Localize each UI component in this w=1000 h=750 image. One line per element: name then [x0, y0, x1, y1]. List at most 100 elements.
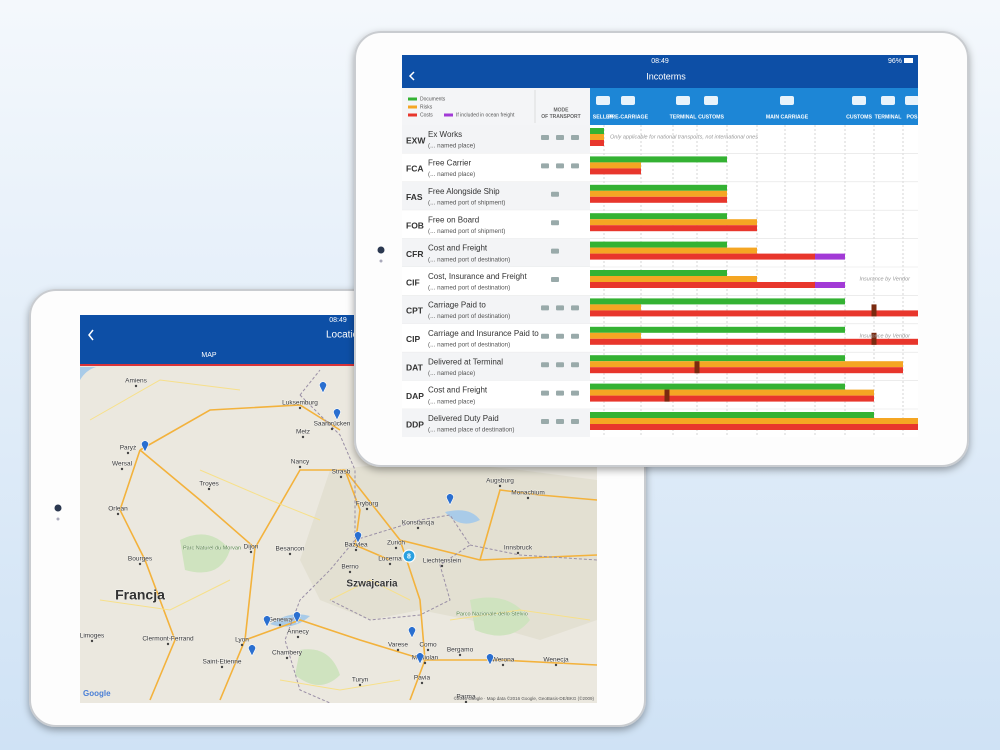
cluster-badge[interactable] [402, 549, 416, 563]
city-dot [90, 639, 94, 643]
stage-label: CUSTOMS [846, 114, 872, 120]
place-label: Parc Naturel du Morvan [183, 545, 241, 551]
sensor [379, 259, 383, 263]
incoterm-code: DDP [406, 419, 424, 429]
stage-icon [852, 96, 866, 105]
city-dot [285, 656, 289, 660]
documents-bar [590, 241, 727, 248]
risks-bar [590, 389, 874, 396]
location-pin[interactable] [319, 381, 327, 394]
transport-icon [556, 305, 564, 311]
incoterm-name: Cost and Freight [428, 244, 488, 253]
place-label: Pavia [414, 675, 431, 682]
city-dot [426, 648, 430, 652]
documents-bar [590, 184, 727, 191]
risks-bar [590, 276, 757, 282]
city-dot [358, 683, 362, 687]
city-dot [554, 663, 558, 667]
transport-icon [556, 333, 564, 339]
location-pin[interactable] [486, 653, 494, 666]
city-dot [296, 635, 300, 639]
alps [300, 460, 597, 640]
stage-label: TERMINAL [670, 114, 698, 120]
incoterms-screen: 08:49 96% Incoterms Documents Risks Costs I… [402, 55, 918, 437]
city-dot [220, 665, 224, 669]
minor-roads [89, 379, 591, 691]
incoterm-place: (... named place) [428, 370, 475, 377]
ocean-freight-bar [815, 253, 845, 260]
costs-bar [590, 168, 641, 175]
map-tab[interactable]: MAP [201, 352, 217, 359]
transport-icon [571, 362, 579, 368]
city-dot [126, 451, 130, 455]
city-dot [396, 648, 400, 652]
incoterm-code: FCA [406, 164, 423, 174]
map-tablet: 08:49 Location MAP Amiens Luksemburg Saarb… [29, 289, 646, 727]
transfer-marker [664, 389, 670, 402]
incoterm-name: Free on Board [428, 215, 479, 224]
place-label: Bergamo [447, 647, 474, 654]
stage-label: POS [907, 114, 918, 120]
stage-icon [905, 96, 918, 105]
incoterm-name: Carriage and Insurance Paid to [428, 329, 539, 338]
place-label: Chambery [272, 650, 303, 657]
documents-bar [590, 412, 874, 418]
battery: 96% [888, 58, 902, 65]
stage-icon [621, 96, 635, 105]
back-button[interactable] [88, 329, 94, 341]
risks-bar [590, 418, 918, 424]
city-dot [240, 643, 244, 647]
risks-bar [590, 361, 903, 368]
screen-title: Incoterms [646, 71, 686, 81]
transport-icon [571, 390, 579, 396]
location-pin[interactable] [333, 408, 341, 421]
transport-icon [556, 163, 564, 169]
back-button[interactable] [408, 71, 415, 81]
borders [284, 369, 597, 703]
city-dot [298, 465, 302, 469]
place-label: Lucerna [378, 556, 402, 563]
place-label: Saarbrücken [314, 421, 351, 428]
place-label: Metz [296, 429, 310, 436]
city-dot [330, 427, 334, 431]
place-label: Augsburg [486, 478, 514, 485]
transport-icon [551, 220, 559, 226]
place-label: Annecy [287, 629, 309, 636]
stage-label: TERMINAL [875, 114, 903, 120]
location-pin[interactable] [141, 440, 149, 453]
incoterm-code: CIP [406, 334, 421, 344]
city-dot [440, 564, 444, 568]
incoterm-code: CFR [406, 249, 423, 259]
place-label: Innsbruck [504, 545, 533, 552]
location-pin[interactable] [263, 615, 271, 628]
incoterm-code: CPT [406, 306, 424, 316]
location-pin[interactable] [354, 531, 362, 544]
transport-icon [571, 135, 579, 140]
legend-swatch [444, 113, 453, 117]
incoterm-code: FAS [406, 192, 423, 202]
location-pin[interactable] [293, 611, 301, 624]
location-pin[interactable] [248, 644, 256, 657]
place-label: Liechtenstein [423, 558, 462, 565]
ocean-freight-bar [815, 282, 845, 288]
incoterm-code: FOB [406, 220, 424, 230]
city-dot [348, 570, 352, 574]
costs-bar [590, 282, 815, 288]
risks-bar [590, 162, 641, 169]
incoterm-name: Delivered Duty Paid [428, 414, 499, 423]
location-pin[interactable] [416, 652, 424, 665]
place-label: Nancy [291, 459, 310, 466]
location-pin[interactable] [408, 626, 416, 639]
location-pin[interactable] [446, 493, 454, 506]
incoterm-code: CIF [406, 277, 420, 287]
attribution: ©2016 Google · Map data ©2016 Google, Ge… [454, 695, 595, 701]
screen-title: Location [326, 330, 364, 341]
city-dot [464, 700, 468, 703]
costs-bar [590, 310, 918, 317]
place-label: Wersal [112, 461, 133, 468]
place-label: Varese [388, 642, 408, 649]
place-label: Saint-Etienne [202, 659, 241, 666]
city-dot [365, 507, 369, 511]
stage-icon [881, 96, 895, 105]
